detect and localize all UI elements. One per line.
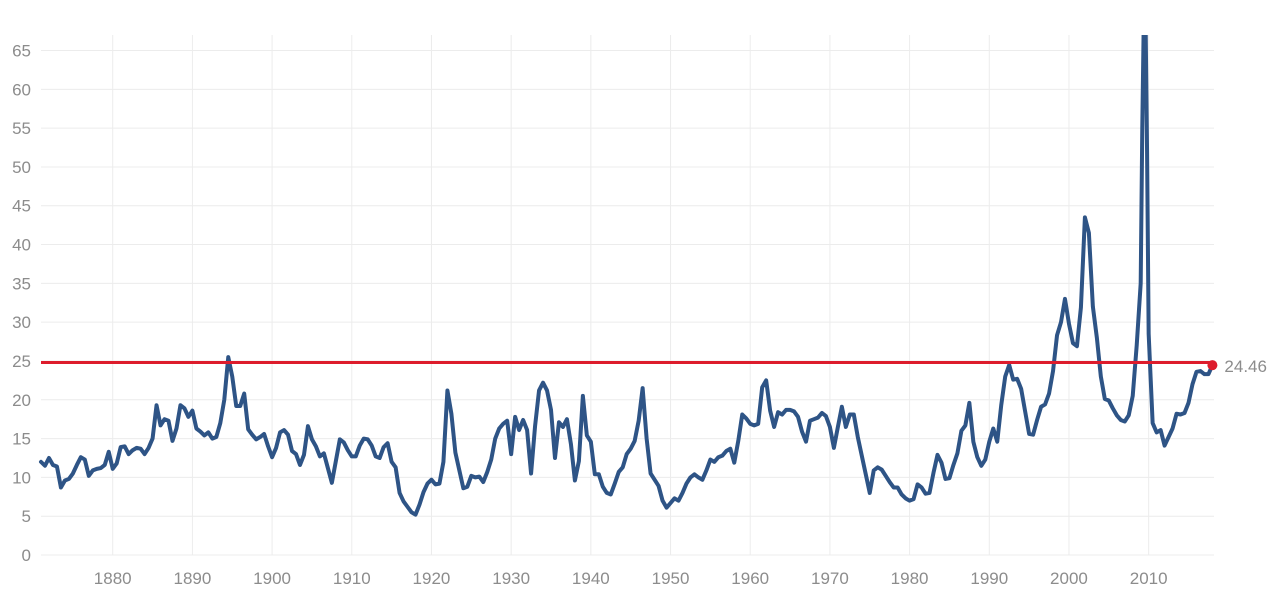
y-tick-label: 25 [12,352,31,371]
y-tick-label: 50 [12,158,31,177]
x-tick-label: 1930 [492,569,530,588]
x-tick-label: 1960 [731,569,769,588]
y-tick-label: 5 [22,507,31,526]
x-tick-label: 1920 [413,569,451,588]
x-tick-label: 1950 [652,569,690,588]
y-tick-label: 15 [12,430,31,449]
x-axis: 1880 1890 1900 1910 1920 1930 1940 1950 1960 1970… [94,569,1168,588]
reference-layer: 24.46 [41,357,1267,376]
series-line [39,35,1215,517]
x-tick-label: 1890 [173,569,211,588]
y-tick-label: 60 [12,80,31,99]
x-tick-label: 1880 [94,569,132,588]
x-tick-label: 1910 [333,569,371,588]
y-tick-label: 0 [22,546,31,565]
y-tick-label: 10 [12,468,31,487]
x-tick-label: 2000 [1050,569,1088,588]
x-tick-label: 2010 [1130,569,1168,588]
y-tick-label: 35 [12,274,31,293]
y-tick-label: 30 [12,313,31,332]
x-tick-label: 1990 [970,569,1008,588]
y-tick-label: 45 [12,197,31,216]
y-tick-label: 40 [12,236,31,255]
x-tick-label: 1900 [253,569,291,588]
y-tick-label: 55 [12,119,31,138]
last-value-label: 24.46 [1224,357,1267,376]
x-tick-label: 1940 [572,569,610,588]
last-value-marker [1207,360,1218,371]
x-tick-label: 1980 [891,569,929,588]
y-tick-label: 65 [12,42,31,61]
series-layer [39,35,1215,517]
y-axis: 0 5 10 15 20 25 30 35 40 45 50 55 60 65 [12,42,31,565]
x-tick-label: 1970 [811,569,849,588]
y-tick-label: 20 [12,391,31,410]
grid [41,35,1214,556]
